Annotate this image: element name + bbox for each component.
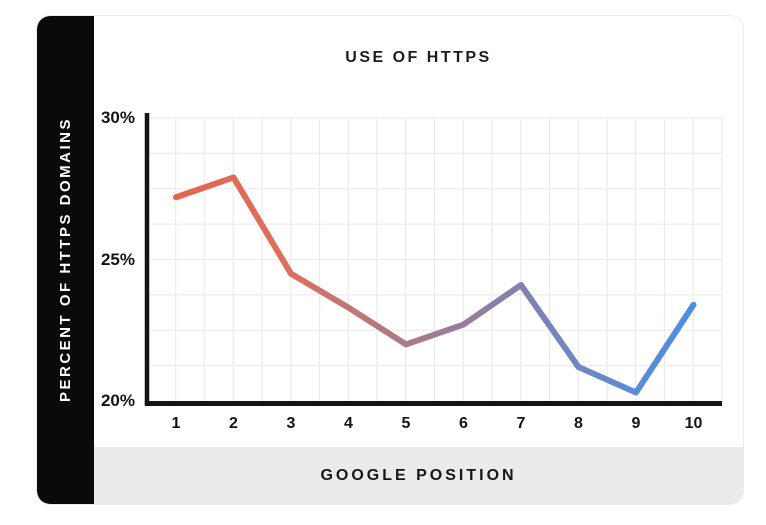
https-usage-line [173,174,697,396]
x-axis-title: GOOGLE POSITION [320,466,517,484]
y-axis-title-bar: PERCENT OF HTTPS DOMAINS [37,16,94,504]
grid-lines [147,117,723,401]
line-chart-plot [144,113,723,406]
y-axis-title: PERCENT OF HTTPS DOMAINS [57,117,74,403]
chart-card: 30% 25% 20% 1 2 3 4 5 6 7 8 9 10 USE OF HTTPS PERCEN… [36,15,744,505]
chart-title: USE OF HTTPS [345,49,492,66]
x-axis-title-bar: GOOGLE POSITION [94,447,743,504]
